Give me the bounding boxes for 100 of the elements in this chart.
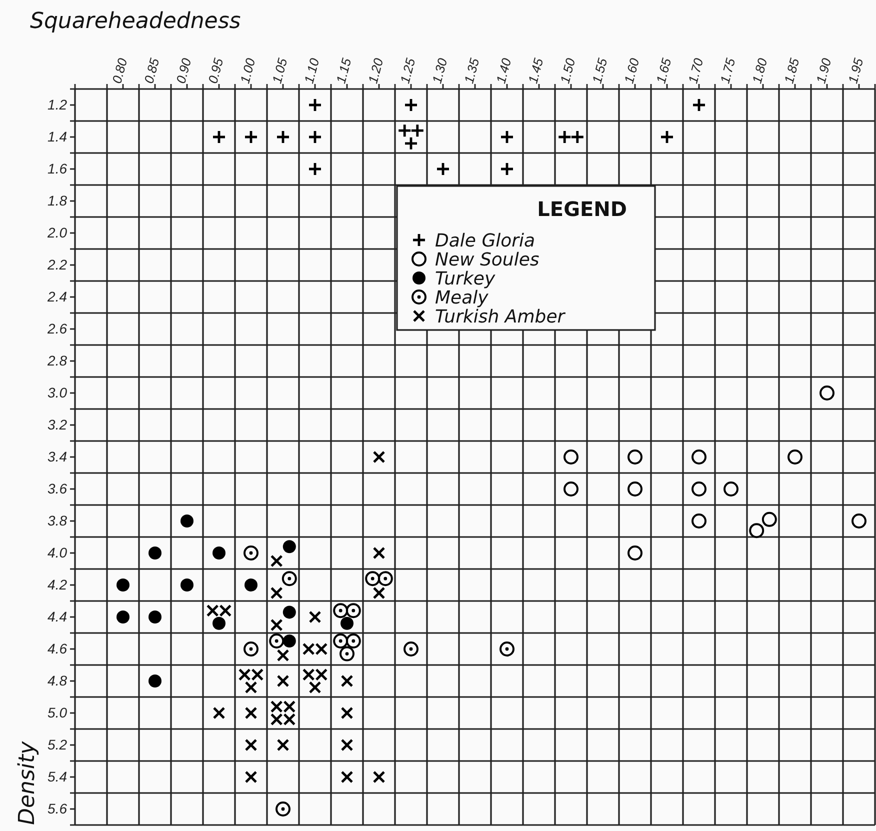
x-tick-label: 1.90 (813, 56, 834, 86)
point (180, 578, 194, 592)
y-axis-title: Density (15, 740, 40, 825)
y-tick-label: 3.8 (48, 512, 68, 528)
y-tick-label: 1.2 (48, 96, 68, 112)
legend-label: Mealy (435, 287, 489, 308)
point (564, 450, 578, 464)
point (340, 674, 354, 688)
point (308, 98, 322, 112)
point (282, 571, 297, 586)
point (244, 681, 258, 694)
point (212, 546, 226, 560)
y-tick-label: 4.4 (48, 608, 68, 624)
point (378, 571, 393, 586)
point (628, 482, 642, 496)
x-tick-label: 1.65 (653, 56, 674, 86)
point (820, 386, 834, 400)
point (282, 540, 296, 554)
point (308, 162, 322, 176)
point (276, 130, 290, 144)
x-tick-label: 1.10 (301, 56, 322, 86)
point (244, 770, 258, 784)
x-tick-label: 1.05 (269, 56, 290, 86)
point (404, 642, 418, 656)
point (148, 546, 162, 560)
y-tick-label: 5.2 (48, 736, 68, 752)
x-tick-label: 1.20 (365, 56, 386, 86)
y-tick-label: 2.2 (46, 256, 68, 272)
point (557, 130, 572, 144)
y-tick-label: 1.6 (48, 160, 68, 176)
x-axis-title: Squareheadedness (30, 9, 241, 34)
x-tick-label: 1.55 (589, 56, 610, 86)
legend-title: LEGEND (537, 197, 627, 221)
point (852, 514, 866, 528)
y-tick-label: 3.2 (48, 416, 68, 432)
point (372, 450, 386, 464)
x-tick-label: 1.25 (397, 56, 418, 86)
point (372, 770, 386, 784)
point (692, 450, 706, 464)
x-tick-label: 1.50 (557, 56, 578, 86)
point (212, 130, 226, 144)
point (749, 523, 764, 538)
legend-label: Dale Gloria (435, 230, 536, 252)
point (244, 130, 258, 144)
point (410, 123, 425, 138)
point (308, 681, 322, 694)
y-tick-label: 2.6 (46, 320, 68, 336)
point (346, 634, 361, 648)
x-tick-label: 1.95 (845, 56, 866, 86)
y-tick-label: 2.4 (46, 288, 68, 304)
x-tick-label: 1.15 (333, 56, 354, 86)
y-tick-label: 5.0 (48, 704, 68, 720)
x-tick-label: 1.45 (525, 56, 546, 86)
point (340, 646, 354, 662)
point (724, 482, 738, 496)
y-tick-label: 4.6 (48, 640, 68, 656)
point (570, 130, 585, 144)
x-tick-label: 1.00 (237, 56, 258, 86)
point (762, 512, 777, 527)
point (372, 586, 386, 600)
point (404, 98, 418, 112)
point (340, 616, 354, 630)
point (340, 738, 354, 752)
point (276, 649, 290, 662)
point (244, 642, 258, 656)
x-tick-label: 1.40 (493, 56, 514, 86)
point (180, 514, 194, 528)
point (372, 546, 386, 560)
x-tick-label: 1.30 (429, 56, 450, 86)
y-tick-label: 5.6 (48, 800, 68, 816)
point (244, 738, 258, 752)
x-tick-label: 1.60 (621, 56, 642, 86)
x-tick-label: 1.85 (781, 56, 802, 86)
point (340, 706, 354, 720)
point (116, 578, 130, 592)
point (148, 674, 162, 688)
x-tick-label: 1.80 (749, 56, 770, 86)
legend-label: Turkey (435, 268, 496, 290)
point (788, 450, 802, 464)
point (244, 578, 258, 592)
y-tick-label: 3.4 (48, 448, 68, 464)
y-tick-label: 2.0 (46, 224, 68, 240)
y-tick-label: 4.8 (48, 672, 68, 688)
point (564, 482, 578, 496)
point (692, 514, 706, 528)
x-tick-label: 1.75 (717, 56, 738, 86)
point (500, 642, 514, 656)
point (404, 136, 418, 151)
y-tick-label: 1.8 (48, 192, 68, 208)
y-tick-label: 4.2 (48, 576, 68, 592)
legend-label: Turkish Amber (435, 306, 566, 328)
point (269, 634, 284, 648)
x-tick-label: 0.85 (141, 56, 162, 86)
point (628, 450, 642, 464)
y-tick-label: 2.8 (46, 352, 68, 368)
point (346, 603, 361, 618)
point (148, 610, 162, 624)
point (282, 606, 296, 619)
point (276, 738, 290, 752)
legend-label: New Soules (435, 249, 540, 270)
